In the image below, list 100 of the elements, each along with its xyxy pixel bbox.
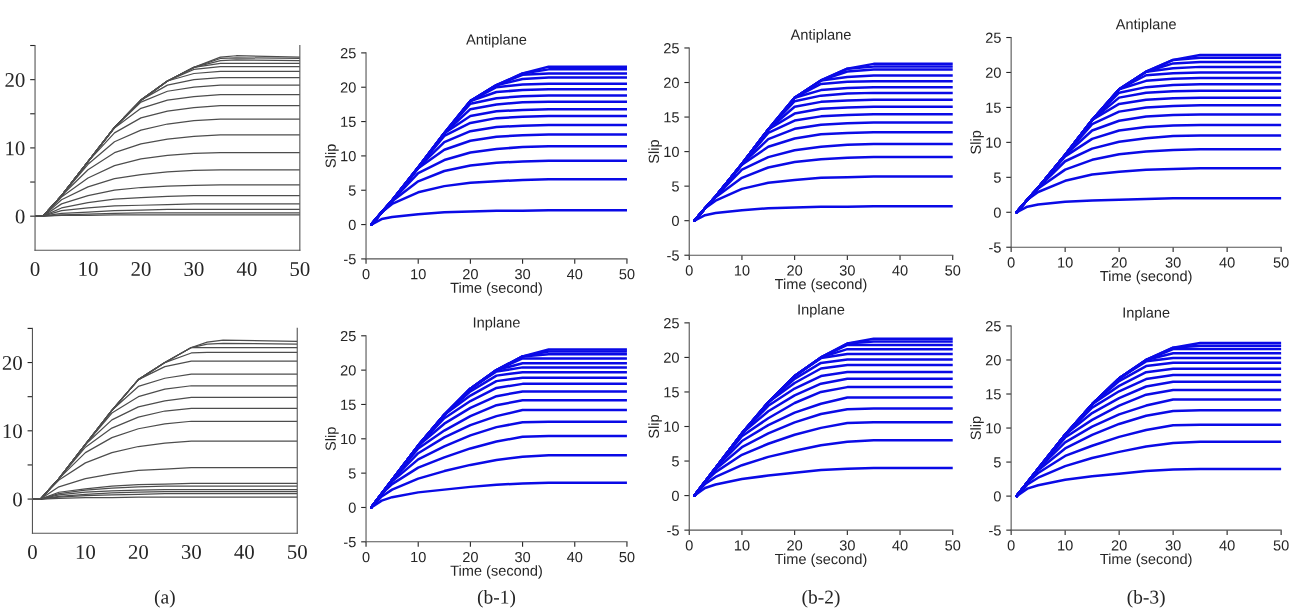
y-tick-label: 0 xyxy=(671,490,679,502)
x-tick-label: 0 xyxy=(28,544,37,559)
x-tick-label: 30 xyxy=(184,262,204,277)
y-tick-label: 5 xyxy=(348,468,356,479)
y-tick-label: 0 xyxy=(13,492,22,507)
chart-title: Inplane xyxy=(473,316,520,331)
y-tick-label: 25 xyxy=(340,330,356,342)
chart-title: Inplane xyxy=(798,303,845,318)
y-axis-title: Slip xyxy=(325,427,339,451)
chart-title: Antiplane xyxy=(1115,18,1176,33)
x-tick-label: 10 xyxy=(1058,257,1073,268)
x-tick-label: 40 xyxy=(1219,540,1235,551)
y-tick-label: 20 xyxy=(2,355,22,370)
y-tick-label: 15 xyxy=(986,102,1001,113)
text: (a) xyxy=(154,589,175,608)
x-tick-label: 10 xyxy=(411,551,426,563)
y-tick-label: 20 xyxy=(664,352,679,363)
x-axis-title: Time (second) xyxy=(1100,270,1192,285)
chart-title: Inplane xyxy=(1123,307,1170,321)
x-tick-label: 0 xyxy=(1007,540,1015,551)
x-tick-label: 20 xyxy=(128,544,148,559)
y-tick-label: 10 xyxy=(341,433,356,445)
y-tick-label: 15 xyxy=(664,387,679,398)
x-tick-label: 50 xyxy=(288,544,307,559)
x-tick-label: 20 xyxy=(787,540,803,551)
y-tick-label: 10 xyxy=(6,141,25,156)
x-tick-label: 10 xyxy=(76,544,96,559)
x-tick-label: 50 xyxy=(945,265,961,276)
y-tick-label: 5 xyxy=(348,185,356,196)
y-tick-label: 0 xyxy=(15,209,25,224)
y-tick-label: -5 xyxy=(344,537,356,548)
x-tick-label: 50 xyxy=(290,262,310,277)
y-tick-label: -5 xyxy=(667,250,679,261)
y-tick-label: 10 xyxy=(341,151,356,162)
x-tick-label: 0 xyxy=(30,262,40,277)
x-tick-label: 30 xyxy=(181,544,201,559)
y-tick-label: 0 xyxy=(993,207,1001,218)
y-tick-label: 15 xyxy=(986,389,1001,400)
y-tick-label: 10 xyxy=(3,424,22,439)
x-tick-label: 30 xyxy=(839,265,855,276)
x-tick-label: 50 xyxy=(945,540,961,551)
text: (b-2) xyxy=(802,589,840,608)
x-tick-label: 10 xyxy=(1058,540,1073,551)
x-tick-label: 30 xyxy=(515,269,531,280)
text: (b-1) xyxy=(477,589,516,608)
x-tick-label: 40 xyxy=(234,544,254,559)
x-axis-title: Time (second) xyxy=(774,278,867,293)
x-axis-title: Time (second) xyxy=(774,553,867,568)
y-tick-label: 5 xyxy=(671,181,679,192)
x-tick-label: 20 xyxy=(463,551,478,563)
x-tick-label: 0 xyxy=(685,540,693,551)
x-axis-title: Time (second) xyxy=(450,565,542,579)
y-axis-title: Slip xyxy=(648,414,662,438)
y-axis-title: Slip xyxy=(970,416,984,440)
x-tick-label: 30 xyxy=(515,551,531,563)
y-tick-label: 25 xyxy=(985,321,1001,332)
x-tick-label: 0 xyxy=(685,265,693,276)
y-tick-label: 10 xyxy=(664,146,679,158)
y-tick-label: 10 xyxy=(664,421,679,432)
x-tick-label: 50 xyxy=(1273,540,1289,551)
x-tick-label: 20 xyxy=(131,262,151,277)
y-axis-title: Slip xyxy=(970,130,984,154)
x-tick-label: 30 xyxy=(839,540,855,551)
x-tick-label: 40 xyxy=(566,551,583,563)
y-tick-label: 0 xyxy=(993,491,1001,502)
y-tick-label: 0 xyxy=(348,219,356,231)
x-tick-label: 0 xyxy=(362,269,370,280)
x-tick-label: 0 xyxy=(362,551,370,563)
y-tick-label: 25 xyxy=(664,43,679,54)
chart-title: Antiplane xyxy=(466,33,527,48)
y-tick-label: -5 xyxy=(989,242,1001,253)
x-tick-label: 40 xyxy=(892,265,908,276)
x-tick-label: 50 xyxy=(619,551,635,563)
y-axis-title: Slip xyxy=(648,140,662,164)
x-tick-label: 10 xyxy=(411,269,426,280)
y-tick-label: 0 xyxy=(671,215,679,227)
x-tick-label: 50 xyxy=(1273,257,1289,268)
x-tick-label: 40 xyxy=(1219,257,1235,268)
chart-title: Antiplane xyxy=(790,29,851,43)
y-tick-label: 15 xyxy=(341,399,356,410)
y-tick-label: -5 xyxy=(667,525,679,536)
y-axis-title: Slip xyxy=(325,144,339,168)
y-tick-label: 20 xyxy=(985,355,1001,366)
x-tick-label: 40 xyxy=(236,262,257,277)
x-tick-label: 10 xyxy=(79,262,98,277)
y-tick-label: 15 xyxy=(341,116,356,127)
x-tick-label: 30 xyxy=(1165,257,1181,268)
y-tick-label: 5 xyxy=(993,172,1001,183)
y-tick-label: 10 xyxy=(986,423,1001,434)
y-tick-label: -5 xyxy=(344,254,356,265)
y-tick-label: 0 xyxy=(348,502,356,513)
x-tick-label: 20 xyxy=(1111,257,1127,268)
y-tick-label: 25 xyxy=(664,317,679,329)
y-tick-label: 20 xyxy=(340,82,356,93)
y-tick-label: 20 xyxy=(5,73,25,88)
x-tick-label: 50 xyxy=(619,269,635,280)
x-axis-title: Time (second) xyxy=(450,282,542,296)
y-tick-label: 10 xyxy=(986,137,1001,148)
x-tick-label: 30 xyxy=(1165,540,1181,551)
x-tick-label: 0 xyxy=(1007,257,1015,268)
